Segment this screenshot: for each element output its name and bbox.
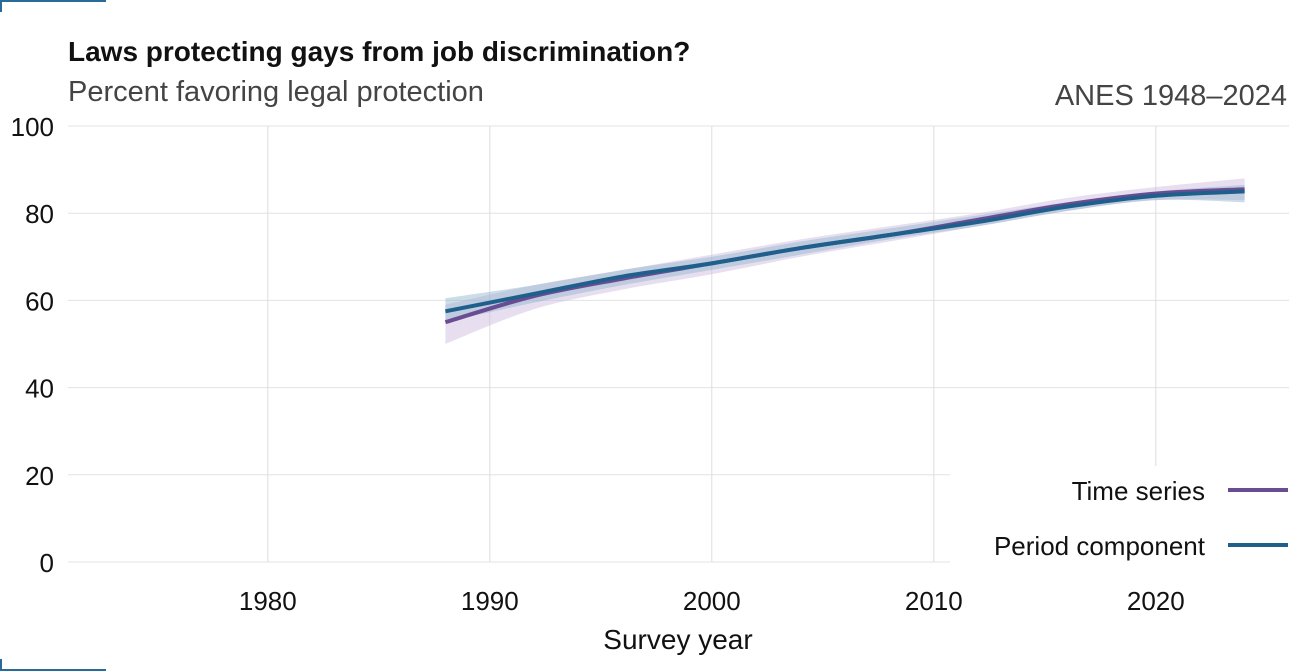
legend-label: Period component: [994, 531, 1206, 561]
x-tick-label: 2000: [683, 586, 741, 616]
x-tick-label: 1990: [461, 586, 519, 616]
chart-title: Laws protecting gays from job discrimina…: [68, 36, 691, 67]
legend: Time series Period component: [950, 466, 1289, 566]
series-line-1: [445, 189, 1245, 314]
corner-bracket-bottom: [0, 659, 106, 671]
y-tick-label: 40: [25, 374, 54, 404]
legend-background: [950, 466, 1289, 566]
y-axis-ticks: 0 20 40 60 80 100: [11, 112, 54, 578]
series-line-0: [444, 187, 1245, 325]
y-tick-label: 80: [25, 199, 54, 229]
chart-source: ANES 1948–2024: [1054, 80, 1287, 112]
y-tick-label: 0: [40, 548, 54, 578]
y-tick-label: 20: [25, 461, 54, 491]
confidence-bands: [445, 178, 1245, 344]
x-tick-label: 1980: [239, 586, 297, 616]
chart-subtitle: Percent favoring legal protection: [68, 76, 484, 108]
x-tick-label: 2010: [905, 586, 963, 616]
confidence-band-0: [445, 178, 1245, 344]
confidence-band-1: [445, 184, 1245, 323]
x-axis-label: Survey year: [603, 624, 752, 655]
y-tick-label: 60: [25, 286, 54, 316]
legend-label: Time series: [1072, 476, 1205, 506]
y-tick-label: 100: [11, 112, 54, 142]
x-tick-label: 2020: [1127, 586, 1185, 616]
series-lines: [444, 187, 1245, 325]
corner-bracket-top: [0, 0, 106, 12]
x-axis-ticks: 1980 1990 2000 2010 2020: [239, 586, 1185, 616]
